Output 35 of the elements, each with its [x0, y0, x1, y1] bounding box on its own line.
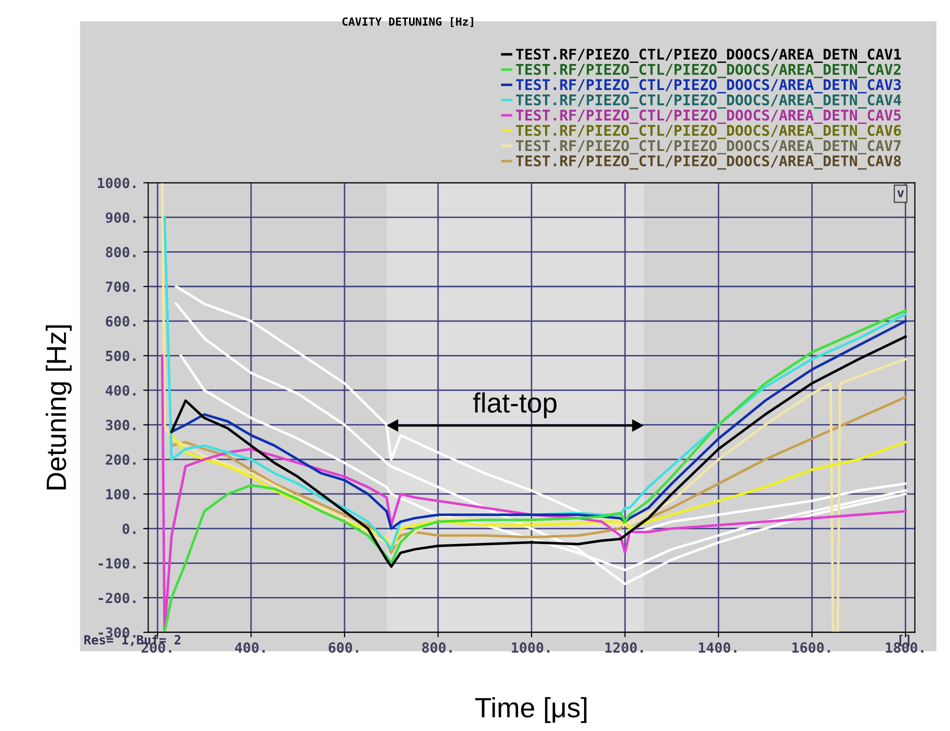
- y-tick-label: 1000.: [98, 178, 136, 188]
- y-tick-label: 400.: [106, 385, 136, 396]
- y-tick-label: 500.: [106, 350, 136, 362]
- y-axis-title: Detuning [Hz]: [46, 325, 72, 490]
- legend-label: TEST.RF/PIEZO_CTL/PIEZO_DOOCS/AREA_DETN_CAV6: [516, 124, 901, 140]
- y-tick-label: 100.: [106, 488, 136, 500]
- y-tick-label: 300.: [106, 420, 136, 430]
- legend-label: TEST.RF/PIEZO_CTL/PIEZO_DOOCS/AREA_DETN_CAV7: [516, 140, 901, 154]
- legend-label: TEST.RF/PIEZO_CTL/PIEZO_DOOCS/AREA_DETN_CAV4: [516, 94, 902, 109]
- line-series: [175, 302, 907, 586]
- y-tick-label: 600.: [106, 316, 136, 327]
- y-tick-label: 200.: [106, 454, 136, 465]
- y-tick-label: -100.: [98, 558, 136, 569]
- y-tick-label: 800.: [106, 246, 136, 258]
- x-axis-title: Time [μs]: [475, 697, 586, 724]
- y-tick-label: -200.: [98, 592, 136, 604]
- y-tick-label: 0.: [122, 524, 136, 534]
- line-series: [170, 320, 907, 530]
- x-tick-label: 1000.: [512, 642, 550, 653]
- line-series: [175, 285, 907, 537]
- x-tick-label: 1200.: [605, 642, 643, 653]
- x-tick-label: 1400.: [698, 642, 736, 653]
- legend-label: TEST.RF/PIEZO_CTL/PIEZO_DOOCS/AREA_DETN_CAV1: [516, 48, 902, 63]
- x-tick-label: 1600.: [792, 642, 830, 653]
- legend-label: TEST.RF/PIEZO_CTL/PIEZO_DOOCS/AREA_DETN_CAV3: [516, 79, 901, 94]
- legend-label: TEST.RF/PIEZO_CTL/PIEZO_DOOCS/AREA_DETN_CAV8: [516, 155, 901, 170]
- chart-title: CAVITY DETUNING [Hz]: [342, 17, 474, 28]
- y-tick-label: 900.: [106, 212, 136, 223]
- legend-label: TEST.RF/PIEZO_CTL/PIEZO_DOOCS/AREA_DETN_CAV5: [516, 110, 901, 124]
- x-tick-label: 800.: [422, 642, 452, 653]
- annotation: v: [897, 190, 904, 198]
- y-tick-label: 700.: [106, 281, 136, 292]
- x-tick-label: 400.: [235, 642, 265, 653]
- legend-label: TEST.RF/PIEZO_CTL/PIEZO_DOOCS/AREA_DETN_CAV2: [516, 64, 901, 78]
- x-tick-label: 600.: [328, 642, 358, 653]
